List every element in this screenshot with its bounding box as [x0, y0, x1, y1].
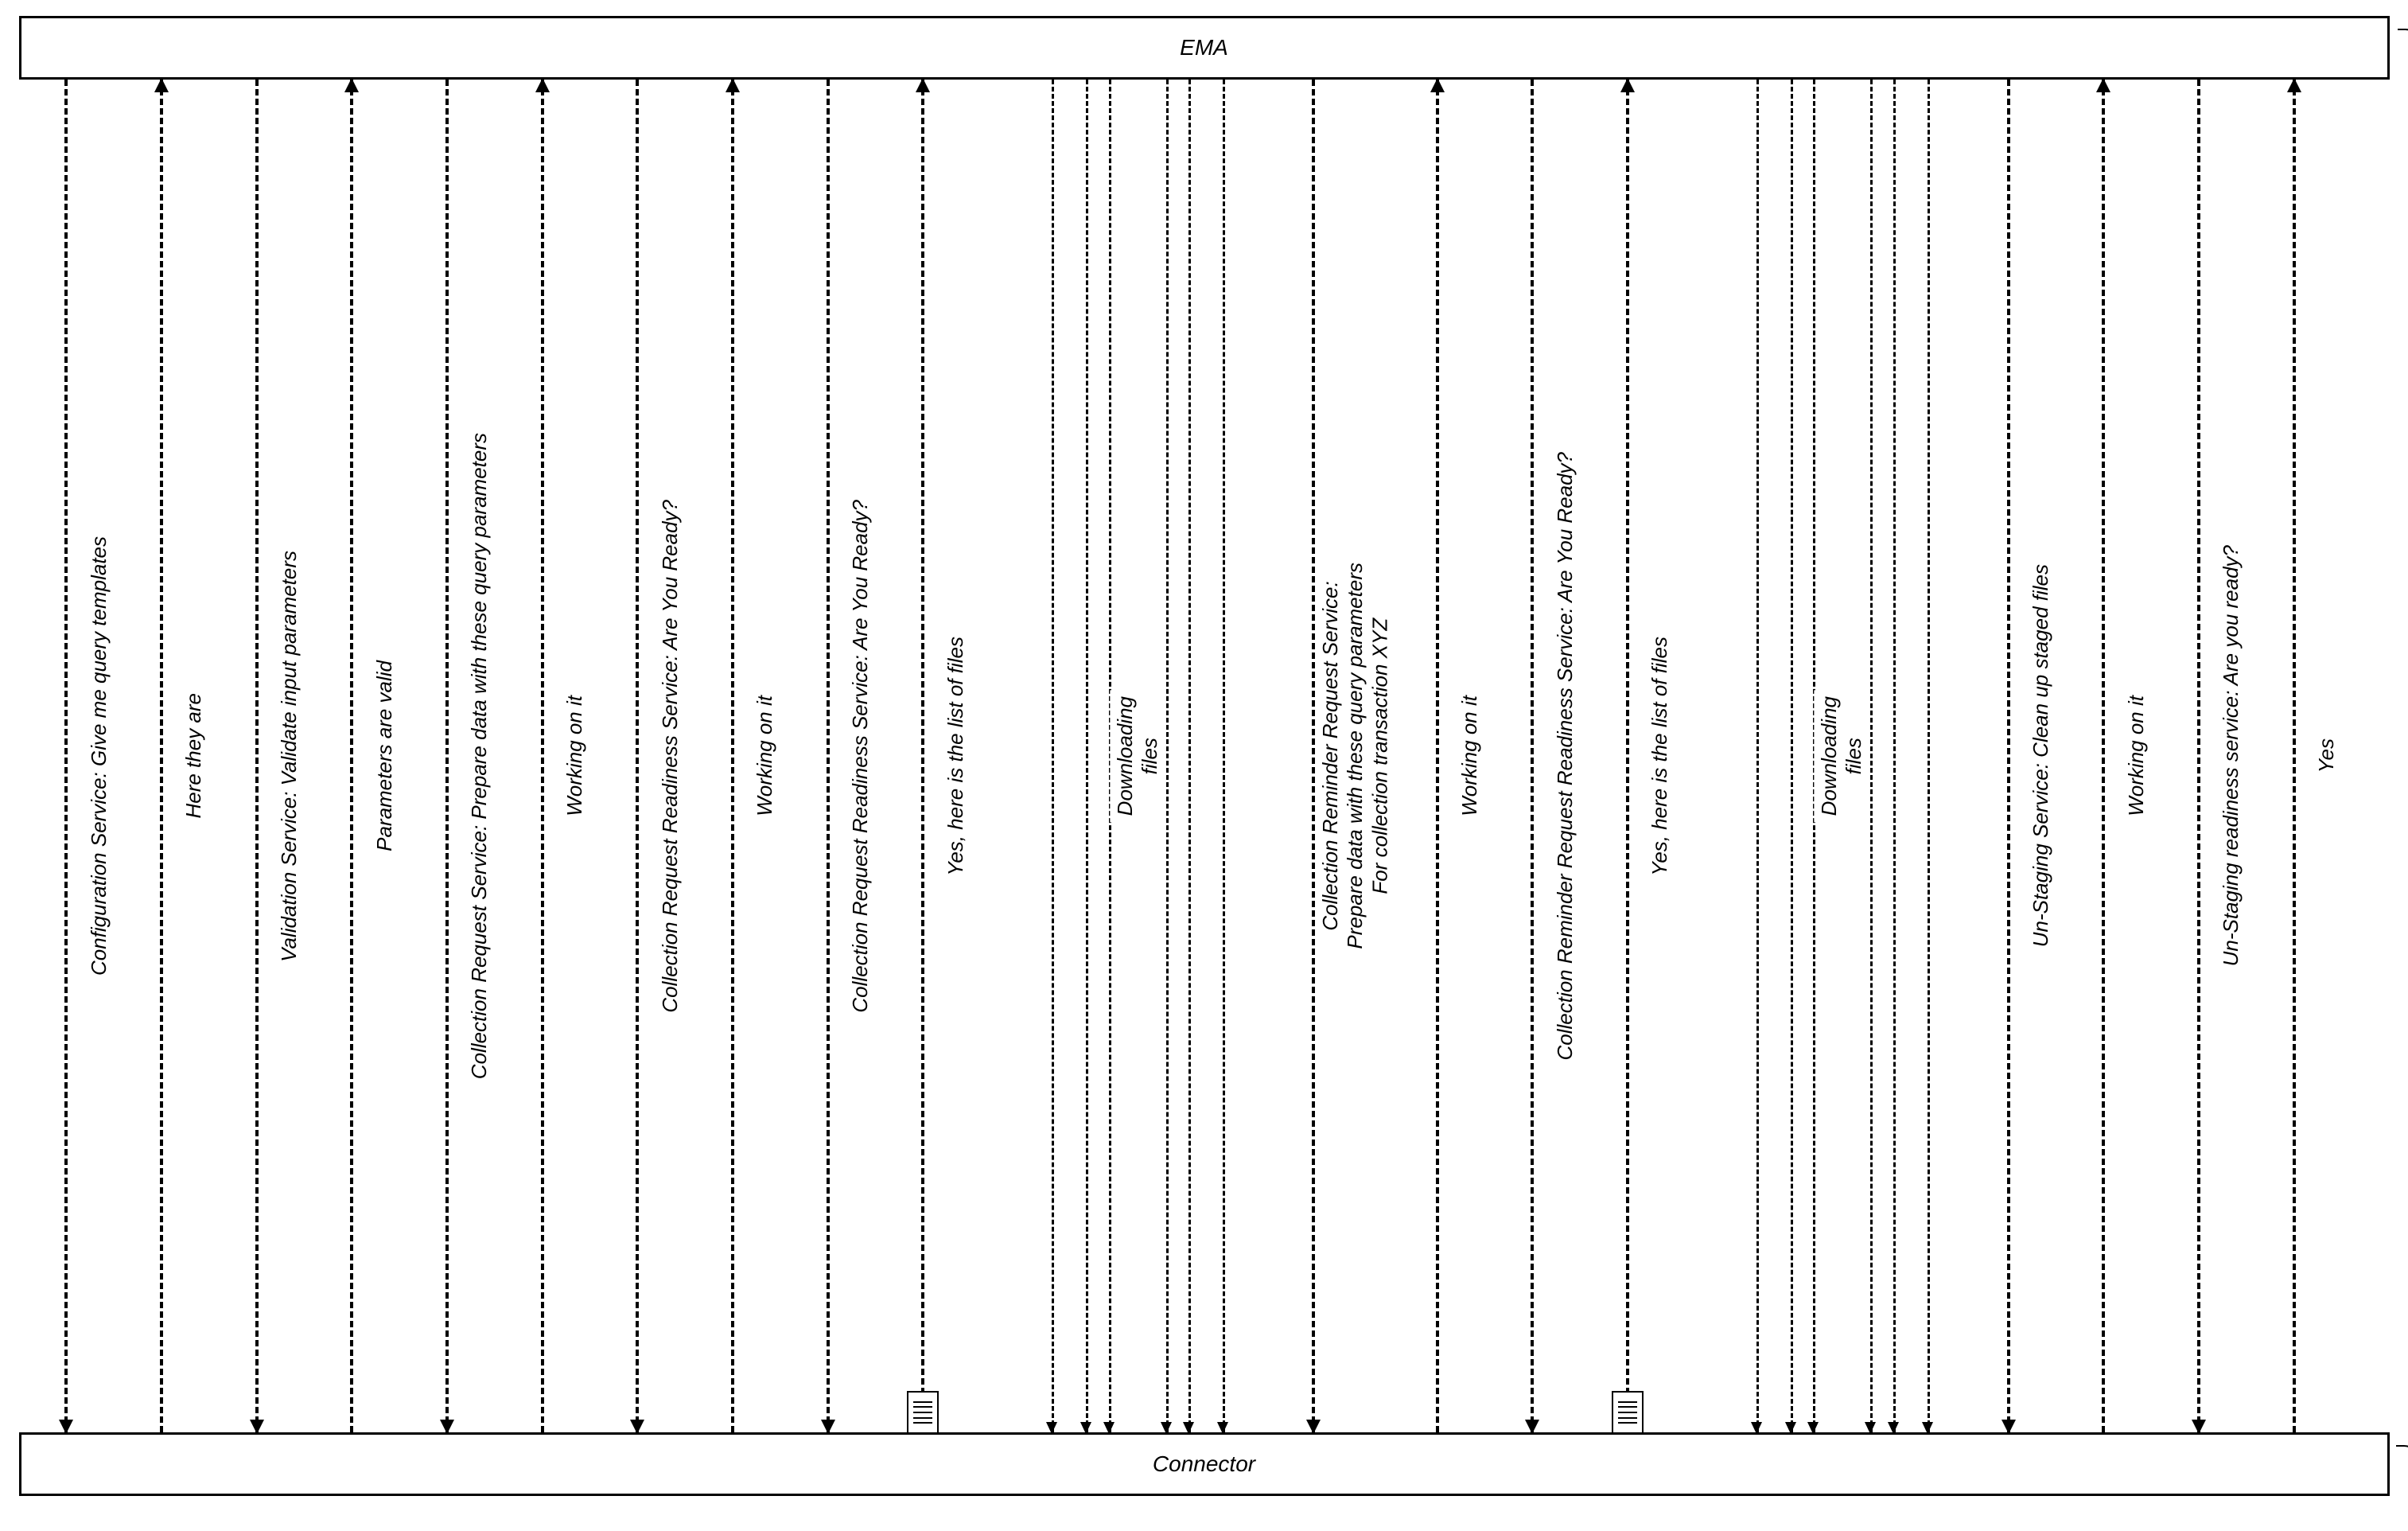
message-lane: Collection Request Service: Prepare data… [423, 80, 519, 1432]
connector-label: Connector [1153, 1451, 1255, 1477]
message-lane: Configuration Service: Give me query tem… [43, 80, 138, 1432]
message-label: Un-Staging readiness service: Are you re… [2217, 540, 2245, 971]
download-group: Downloading files [994, 80, 1280, 1432]
message-lane: Working on it [519, 80, 614, 1432]
message-lane: Yes, here is the list of files [900, 80, 995, 1432]
download-label: Downloading files [1110, 690, 1165, 822]
ema-box: EMA 11 [19, 16, 2390, 80]
ema-label: EMA [1180, 35, 1228, 60]
message-lane: Parameters are valid [329, 80, 424, 1432]
message-lane: Working on it [2079, 80, 2175, 1432]
download-label: Downloading files [1814, 690, 1869, 822]
message-label: Working on it [1456, 691, 1484, 821]
connector-box: Connector 13 [19, 1432, 2390, 1496]
message-lanes: Configuration Service: Give me query tem… [19, 80, 2390, 1432]
message-label: Parameters are valid [371, 656, 399, 856]
message-label: Yes, here is the list of files [942, 632, 970, 881]
message-lane: Working on it [709, 80, 804, 1432]
download-group: Downloading files [1699, 80, 1985, 1432]
message-lane: Yes, here is the list of files [1604, 80, 1699, 1432]
message-lane: Collection Request Readiness Service: Ar… [614, 80, 710, 1432]
message-label: Un-Staging Service: Clean up staged file… [2027, 559, 2055, 952]
message-lane: Un-Staging readiness service: Are you re… [2175, 80, 2270, 1432]
message-label: Collection Request Readiness Service: Ar… [656, 495, 684, 1018]
message-label: Configuration Service: Give me query tem… [85, 532, 113, 980]
message-lane: Yes [2270, 80, 2366, 1432]
message-label: Collection Reminder Request Readiness Se… [1551, 447, 1579, 1065]
file-list-icon [1612, 1391, 1644, 1434]
message-label: Collection Request Service: Prepare data… [465, 428, 493, 1084]
message-label: Collection Reminder Request Service: Pre… [1317, 558, 1395, 954]
file-list-icon [907, 1391, 939, 1434]
message-label: Working on it [2122, 691, 2150, 821]
message-label: Yes [2313, 734, 2340, 777]
message-lane: Collection Request Readiness Service: Ar… [804, 80, 900, 1432]
message-label: Working on it [751, 691, 779, 821]
message-lane: Validation Service: Validate input param… [233, 80, 329, 1432]
message-lane: Collection Reminder Request Readiness Se… [1508, 80, 1604, 1432]
message-label: Yes, here is the list of files [1646, 632, 1674, 881]
message-lane: Here they are [138, 80, 233, 1432]
message-label: Validation Service: Validate input param… [275, 546, 303, 967]
message-lane: Collection Reminder Request Service: Pre… [1280, 80, 1414, 1432]
message-label: Working on it [561, 691, 589, 821]
message-label: Here they are [180, 688, 208, 824]
message-lane: Working on it [1414, 80, 1509, 1432]
message-lane: Un-Staging Service: Clean up staged file… [1985, 80, 2080, 1432]
sequence-diagram: EMA 11 Configuration Service: Give me qu… [19, 16, 2390, 1496]
message-label: Collection Request Readiness Service: Ar… [846, 495, 874, 1018]
